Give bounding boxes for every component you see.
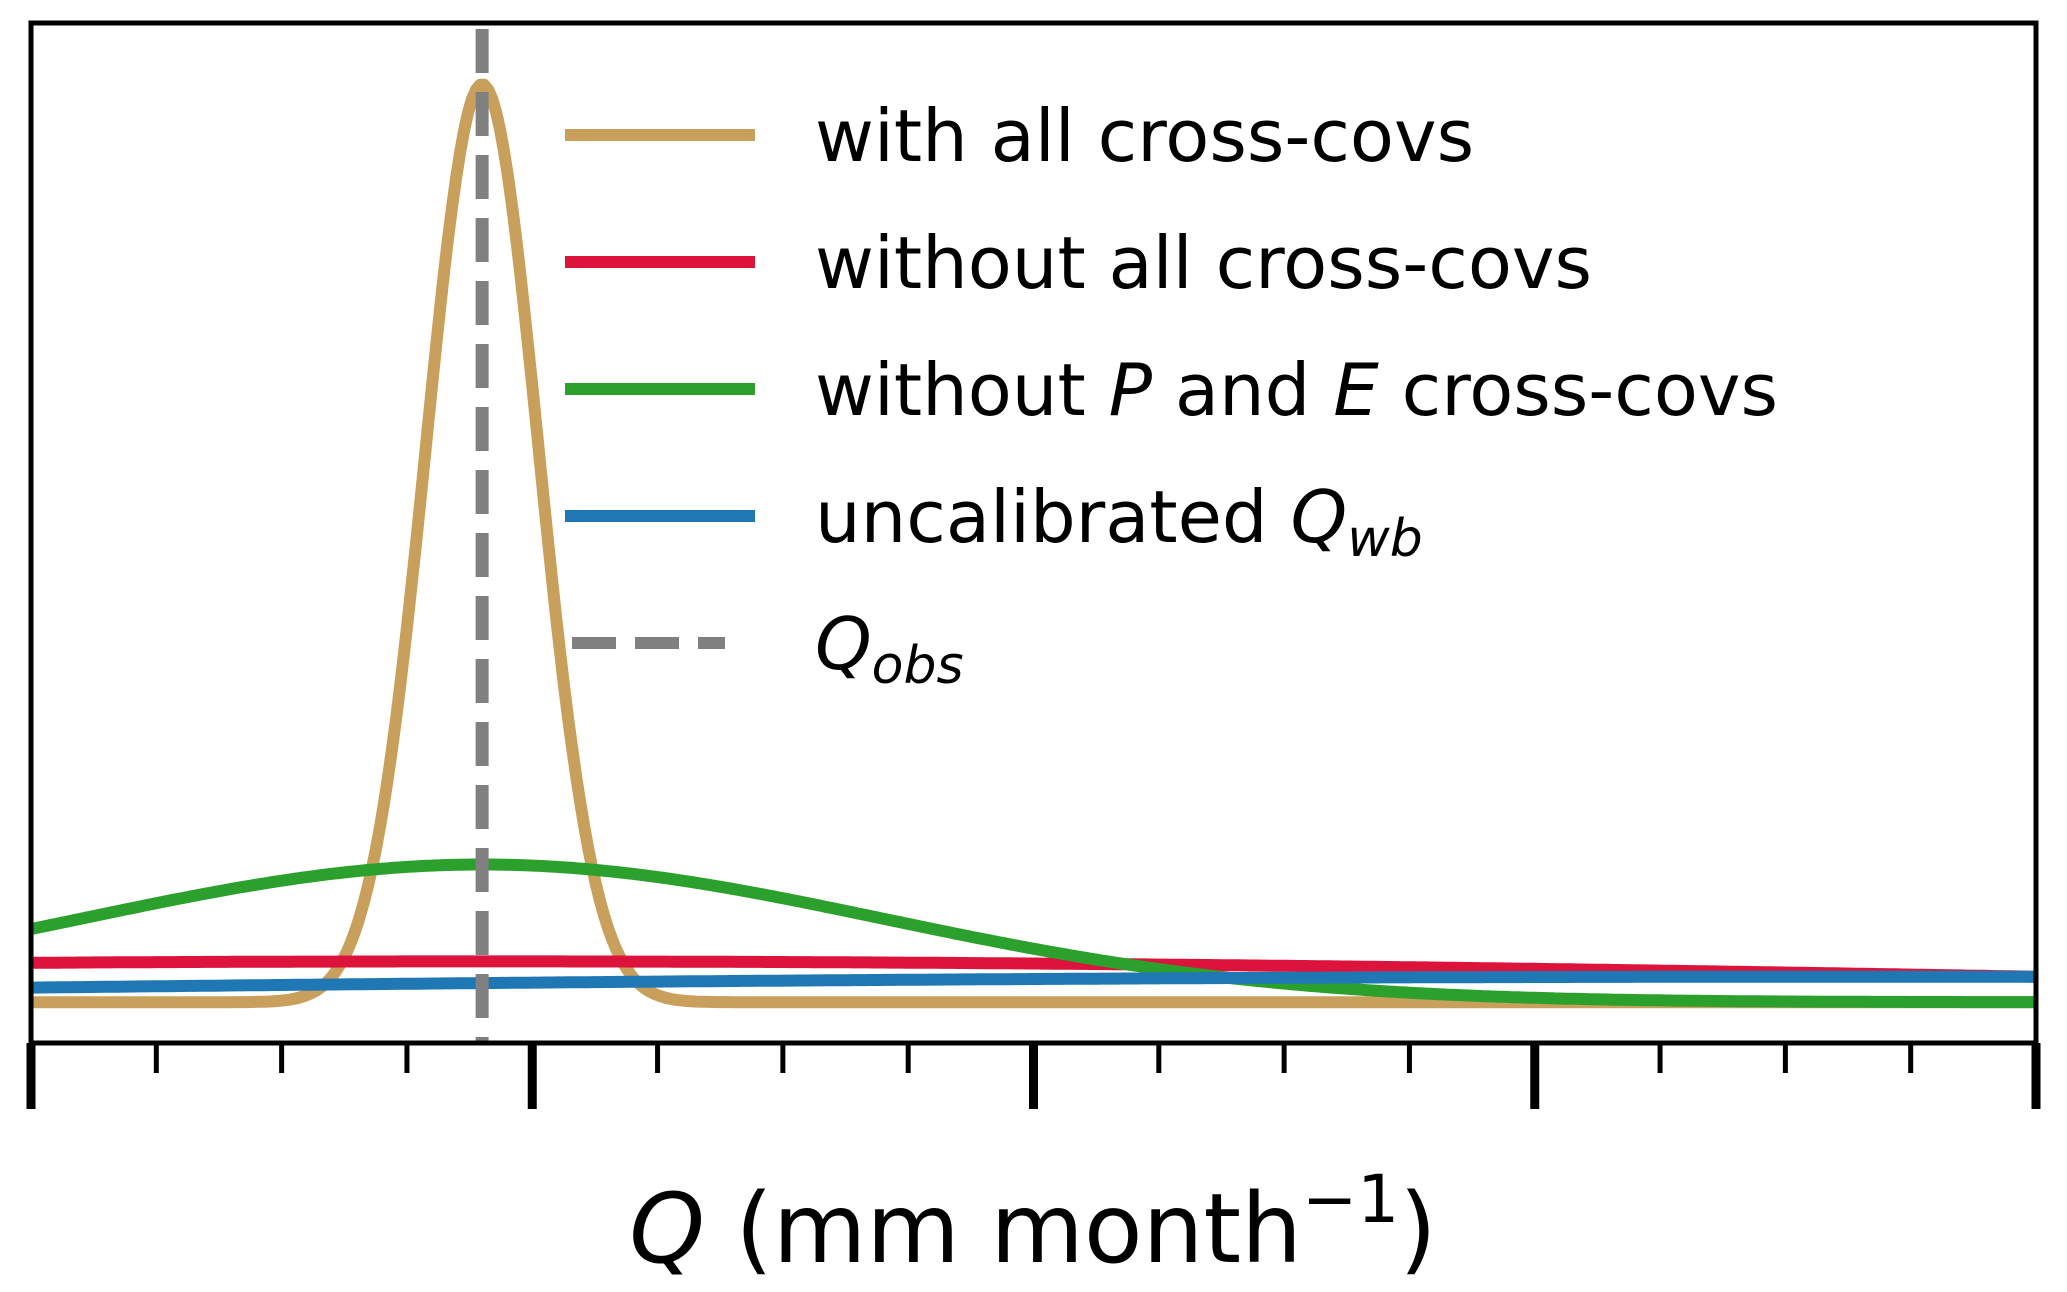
plot-curves: [29, 78, 2038, 1009]
legend-label-with: with all cross-covs: [815, 94, 1474, 178]
legend-label-without_all: without all cross-covs: [815, 221, 1592, 305]
x-axis-label: Q (mm month−1): [629, 1161, 1436, 1285]
curve-without_pe: [29, 858, 2038, 1009]
legend: with all cross-covs without all cross-cov…: [565, 94, 1778, 696]
legend-label-uncalibrated: uncalibrated Qwb: [815, 475, 1423, 569]
x-axis-ticks: [26, 1043, 2041, 1109]
legend-label-without_pe: without P and E cross-covs: [815, 348, 1778, 432]
legend-label-obs: Qobs: [815, 602, 964, 696]
curve-uncalibrated: [29, 970, 2038, 994]
